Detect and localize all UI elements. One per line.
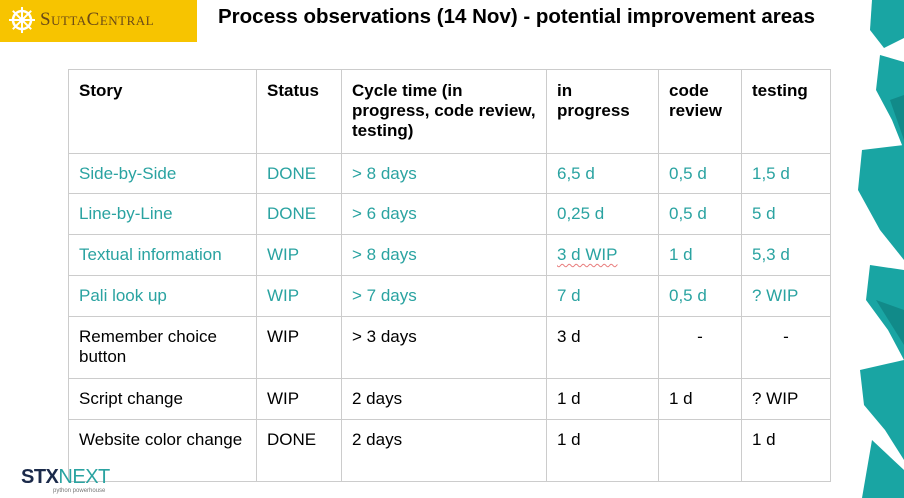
cell-cycle-time: > 8 days: [341, 234, 547, 276]
next-text: NEXT: [58, 466, 110, 488]
cell-status: WIP: [256, 275, 342, 317]
cell-cycle-time: > 6 days: [341, 193, 547, 235]
slide-title: Process observations (14 Nov) - potentia…: [218, 5, 815, 28]
cell-code-review: -: [658, 316, 742, 379]
cell-story: Website color change: [68, 419, 257, 482]
cell-in-progress: 1 d: [546, 419, 659, 482]
stx-next-wordmark: STXNEXT: [21, 466, 110, 489]
cell-cycle-time: > 3 days: [341, 316, 547, 379]
header-cycle-time: Cycle time (in progress, code review, te…: [341, 69, 547, 154]
cell-testing: ? WIP: [741, 378, 831, 420]
logo-text: SuttaCentral: [40, 9, 155, 30]
cell-story: Script change: [68, 378, 257, 420]
cell-code-review: 1 d: [658, 378, 742, 420]
cell-in-progress: 6,5 d: [546, 153, 659, 194]
cell-in-progress: 7 d: [546, 275, 659, 317]
cell-in-progress: 1 d: [546, 378, 659, 420]
header-code-review: code review: [658, 69, 742, 154]
cell-in-progress: 3 d WIP: [546, 234, 659, 276]
cell-in-progress-text: 3 d WIP: [557, 245, 618, 264]
cell-cycle-time: 2 days: [341, 378, 547, 420]
header-story: Story: [68, 69, 257, 154]
cell-story: Pali look up: [68, 275, 257, 317]
cell-code-review: 0,5 d: [658, 193, 742, 235]
cell-story: Side-by-Side: [68, 153, 257, 194]
cell-code-review: 0,5 d: [658, 275, 742, 317]
cell-status: DONE: [256, 153, 342, 194]
table-header-row: Story Status Cycle time (in progress, co…: [68, 69, 831, 154]
stx-text: STX: [21, 466, 59, 488]
table-row: Pali look up WIP > 7 days 7 d 0,5 d ? WI…: [68, 275, 831, 317]
cell-story: Textual information: [68, 234, 257, 276]
table-row: Website color change DONE 2 days 1 d 1 d: [68, 419, 831, 482]
stx-next-logo: STXNEXT python powerhouse: [21, 466, 113, 496]
table-row: Side-by-Side DONE > 8 days 6,5 d 0,5 d 1…: [68, 153, 831, 194]
process-table: Story Status Cycle time (in progress, co…: [68, 69, 831, 482]
cell-testing: 1 d: [741, 419, 831, 482]
cell-status: DONE: [256, 419, 342, 482]
cell-story: Remember choice button: [68, 316, 257, 379]
cell-testing: 5 d: [741, 193, 831, 235]
table-row: Script change WIP 2 days 1 d 1 d ? WIP: [68, 378, 831, 420]
cell-status: WIP: [256, 234, 342, 276]
cell-status: DONE: [256, 193, 342, 235]
cell-in-progress: 0,25 d: [546, 193, 659, 235]
header-testing: testing: [741, 69, 831, 154]
cell-cycle-time: > 7 days: [341, 275, 547, 317]
header-status: Status: [256, 69, 342, 154]
cell-testing: -: [741, 316, 831, 379]
cell-in-progress: 3 d: [546, 316, 659, 379]
cell-code-review: 0,5 d: [658, 153, 742, 194]
header-in-progress: in progress: [546, 69, 659, 154]
cell-testing: ? WIP: [741, 275, 831, 317]
cell-status: WIP: [256, 316, 342, 379]
suttacentral-logo: SuttaCentral: [0, 0, 197, 42]
cell-code-review: [658, 419, 742, 482]
cell-status: WIP: [256, 378, 342, 420]
table-row: Remember choice button WIP > 3 days 3 d …: [68, 316, 831, 379]
cell-code-review: 1 d: [658, 234, 742, 276]
cell-testing: 5,3 d: [741, 234, 831, 276]
table-row: Textual information WIP > 8 days 3 d WIP…: [68, 234, 831, 276]
cell-cycle-time: 2 days: [341, 419, 547, 482]
cell-story: Line-by-Line: [68, 193, 257, 235]
table-row: Line-by-Line DONE > 6 days 0,25 d 0,5 d …: [68, 193, 831, 235]
stx-next-tagline: python powerhouse: [53, 488, 106, 494]
cell-testing: 1,5 d: [741, 153, 831, 194]
cell-cycle-time: > 8 days: [341, 153, 547, 194]
dharma-wheel-icon: [9, 7, 35, 33]
